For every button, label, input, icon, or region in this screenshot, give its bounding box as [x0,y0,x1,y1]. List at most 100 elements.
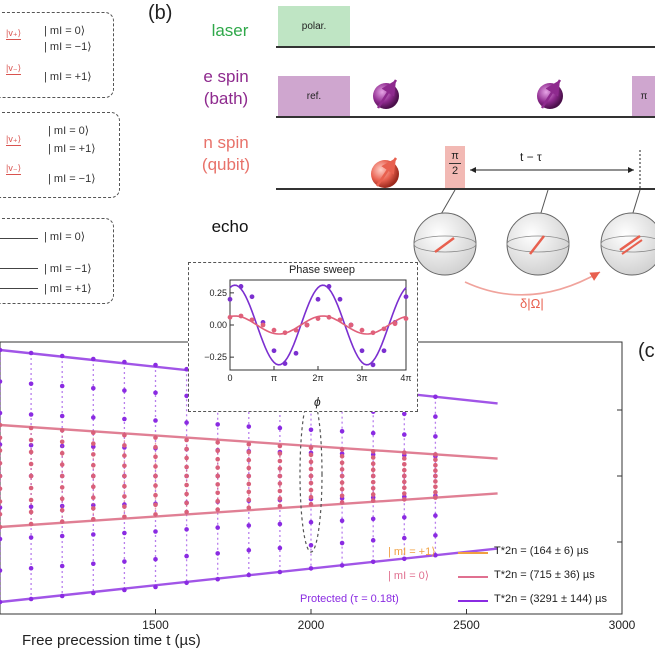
data-point [277,458,283,464]
data-point [0,435,3,441]
data-point [277,451,283,456]
data-point [184,446,189,452]
data-point [370,516,376,522]
level-box-1 [0,12,114,98]
data-point [308,459,314,465]
data-point [403,316,409,321]
data-point [246,473,252,479]
data-point [28,350,34,356]
inset-x-tick-label: 4π [400,373,411,383]
data-point [339,460,345,466]
data-point [184,366,189,372]
data-point [0,410,3,416]
data-point [402,467,407,473]
envelope-line [0,423,498,460]
data-point [339,486,345,492]
data-point [370,362,376,368]
data-point [370,461,376,467]
data-point [215,507,220,512]
data-point [59,485,65,490]
x-tick-label: 2000 [298,618,325,632]
data-point [59,519,65,524]
data-point [402,479,407,485]
data-point [122,559,127,564]
data-point [91,506,96,511]
data-point [277,473,283,479]
data-point [59,428,65,433]
data-point [91,356,96,362]
data-point [370,498,376,503]
data-point [91,452,96,457]
data-point [184,500,189,506]
data-point [0,422,3,428]
data-point [277,443,283,449]
data-point [91,502,96,508]
phase-arrow [464,271,601,296]
n-spin-sub: (qubit) [201,155,251,174]
data-point [184,420,189,425]
data-point [246,505,252,511]
level-state: | mI = +1⟩ [44,71,92,83]
data-point [308,480,314,486]
envelope-line [0,492,498,529]
data-point [215,525,220,530]
data-point [215,448,220,454]
data-point [339,563,345,568]
data-point [339,429,345,434]
data-point [28,565,34,571]
ket-v-plus: |v₊⟩ [6,134,22,146]
data-point [59,450,65,456]
data-point [315,316,321,321]
reference-pulse: ref. [278,76,350,116]
data-point [238,313,244,319]
data-point [359,327,365,333]
legend-line [458,600,488,602]
delay-arrow [470,150,641,188]
data-point [402,515,407,520]
data-point [433,495,438,500]
data-point [91,516,96,522]
data-point [59,473,65,479]
data-point [59,439,65,445]
data-point [308,494,314,500]
data-point [433,533,438,538]
e-spin-sub: (bath) [203,89,249,108]
pi2-denominator: 2 [451,165,459,177]
e-spin-pi-pulse: π [632,76,655,116]
data-point [433,462,438,468]
data-point [122,416,127,422]
data-point [91,385,96,391]
data-point [282,361,288,366]
data-point [339,473,345,479]
data-point [433,414,438,419]
data-point [0,499,3,504]
data-point [238,284,244,289]
data-point [153,584,158,590]
level-state: | mI = +1⟩ [44,283,92,295]
x-tick-label: 3000 [609,618,636,632]
e-spin-label: e spin [203,67,249,86]
data-point [28,485,34,491]
data-point [246,441,252,447]
x-tick-label: 1500 [142,618,169,632]
data-point [0,473,3,479]
data-point [433,513,438,518]
data-point [122,483,127,489]
echo-label: echo [211,217,249,236]
e-spin-timeline [276,116,655,118]
bloch-sphere-icon [413,189,477,276]
data-point [402,450,407,455]
data-point [370,430,376,436]
ket-v-minus: |v₋⟩ [6,163,22,175]
data-point [339,467,345,472]
data-point [0,536,3,542]
data-point [308,487,314,493]
data-point [337,317,343,323]
phase-accumulation-label: δ|Ω| [520,296,544,311]
data-point [271,327,277,333]
level-state: | mI = −1⟩ [44,263,92,275]
data-point [308,427,314,433]
data-point [381,326,387,332]
data-point [246,457,252,463]
